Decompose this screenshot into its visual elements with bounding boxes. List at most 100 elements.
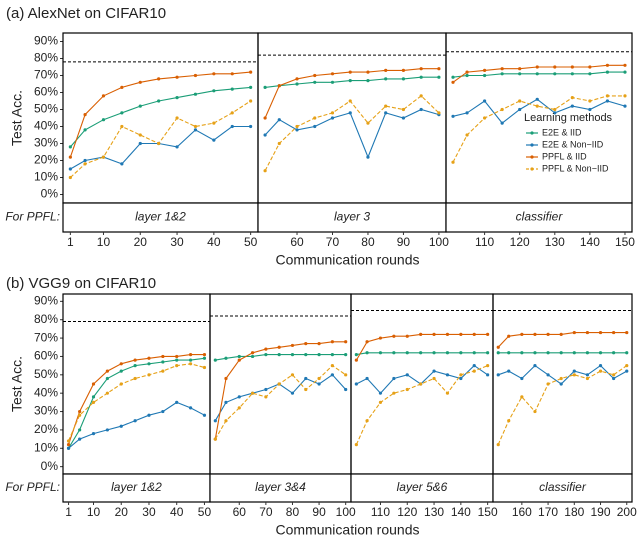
point (138, 133, 142, 137)
y-tick-label: 40% (34, 385, 58, 399)
point (465, 73, 469, 78)
point (330, 80, 335, 84)
point (605, 70, 610, 74)
strip (492, 473, 633, 503)
point (570, 104, 574, 108)
point (330, 364, 334, 368)
point (317, 376, 321, 381)
point (486, 373, 490, 377)
point (317, 382, 321, 386)
point (419, 67, 423, 71)
y-tick-label: 20% (34, 153, 58, 167)
strip-label: layer 1&2 (135, 210, 186, 224)
x-tick-label: 150 (478, 505, 498, 519)
point (546, 351, 550, 355)
point (605, 94, 610, 98)
y-tick-label: 90% (34, 34, 58, 48)
strip (62, 473, 211, 503)
point (313, 80, 317, 84)
point (202, 365, 207, 370)
point (405, 351, 409, 355)
x-tick-label: 90 (397, 235, 411, 249)
point (313, 124, 317, 129)
point (250, 391, 255, 395)
point (612, 330, 616, 335)
point (330, 111, 335, 115)
point (193, 124, 198, 129)
point (401, 77, 406, 81)
point (304, 341, 308, 346)
point (237, 354, 241, 359)
point (175, 358, 179, 362)
point (277, 345, 281, 349)
x-tick-label: 50 (244, 235, 258, 249)
point (401, 116, 406, 120)
x-tick-label: 1 (65, 505, 72, 519)
x-tick-label: 190 (591, 505, 611, 519)
point (277, 353, 281, 357)
point (437, 75, 441, 79)
y-tick-label: 0% (41, 187, 59, 201)
point (295, 77, 299, 81)
series-line (452, 95, 625, 163)
point (405, 387, 409, 392)
point (432, 351, 436, 355)
y-tick-label: 60% (34, 349, 58, 363)
point (366, 121, 370, 125)
point (392, 376, 396, 381)
point (535, 104, 539, 108)
x-tick-label: 80 (361, 235, 375, 249)
point (202, 353, 207, 357)
point (105, 376, 109, 381)
point (459, 376, 463, 381)
point (249, 70, 253, 74)
point (344, 387, 348, 392)
point (249, 85, 253, 89)
point (419, 94, 423, 98)
strip-label: layer 3&4 (255, 480, 306, 494)
x-tick-label: 40 (207, 235, 221, 249)
point (175, 75, 179, 79)
point (535, 97, 539, 101)
point (83, 128, 87, 132)
y-tick-label: 0% (41, 459, 59, 473)
x-tick-label: 30 (142, 505, 156, 519)
x-tick-label: 100 (429, 235, 449, 249)
point (264, 347, 268, 351)
point (83, 113, 87, 117)
point (348, 70, 352, 74)
point (437, 67, 441, 71)
point (588, 72, 592, 76)
point (432, 332, 436, 337)
series-line (67, 363, 205, 442)
point (119, 362, 123, 366)
point (605, 63, 610, 67)
x-tick-label: 90 (312, 505, 326, 519)
point (264, 387, 268, 392)
point (344, 373, 348, 377)
point (213, 437, 217, 441)
point (585, 330, 590, 335)
x-tick-label: 110 (475, 235, 494, 249)
point (598, 364, 603, 368)
point (465, 111, 469, 115)
point (598, 330, 603, 335)
point (120, 111, 124, 115)
x-tick-label: 30 (170, 235, 184, 249)
y-tick-label: 50% (34, 367, 58, 381)
x-tick-label: 180 (564, 505, 584, 519)
x-tick-label: 140 (580, 235, 600, 249)
point (330, 340, 334, 344)
point (520, 395, 524, 399)
series-line (68, 357, 205, 449)
x-tick-label: 20 (134, 235, 148, 249)
x-tick-label: 10 (97, 235, 111, 249)
point (559, 376, 563, 381)
series-line (265, 76, 439, 88)
point (237, 395, 241, 399)
point (354, 353, 358, 357)
point (157, 77, 161, 81)
point (384, 68, 388, 72)
point (588, 107, 592, 112)
point (175, 400, 179, 404)
